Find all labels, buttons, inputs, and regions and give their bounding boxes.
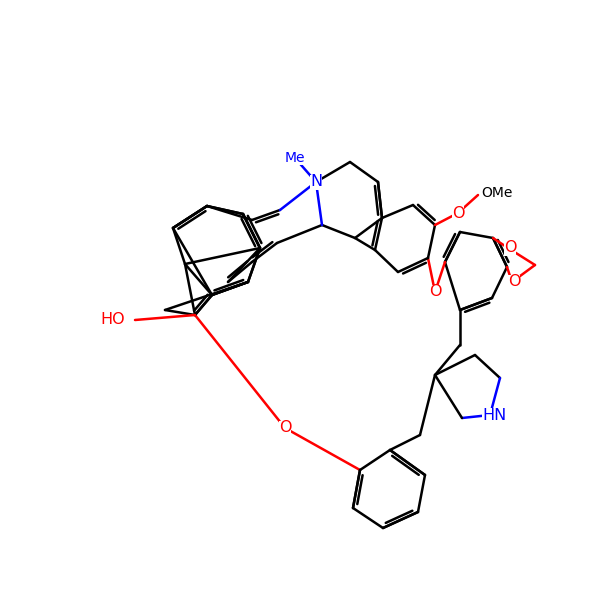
- Text: HO: HO: [100, 313, 125, 328]
- Text: Me: Me: [285, 151, 305, 165]
- Text: O: O: [504, 241, 516, 256]
- Text: O: O: [429, 284, 441, 299]
- Text: OMe: OMe: [481, 186, 512, 200]
- Text: O: O: [452, 205, 464, 220]
- Text: N: N: [310, 175, 322, 190]
- Text: HN: HN: [482, 407, 506, 422]
- Text: O: O: [279, 421, 291, 436]
- Text: O: O: [508, 275, 520, 289]
